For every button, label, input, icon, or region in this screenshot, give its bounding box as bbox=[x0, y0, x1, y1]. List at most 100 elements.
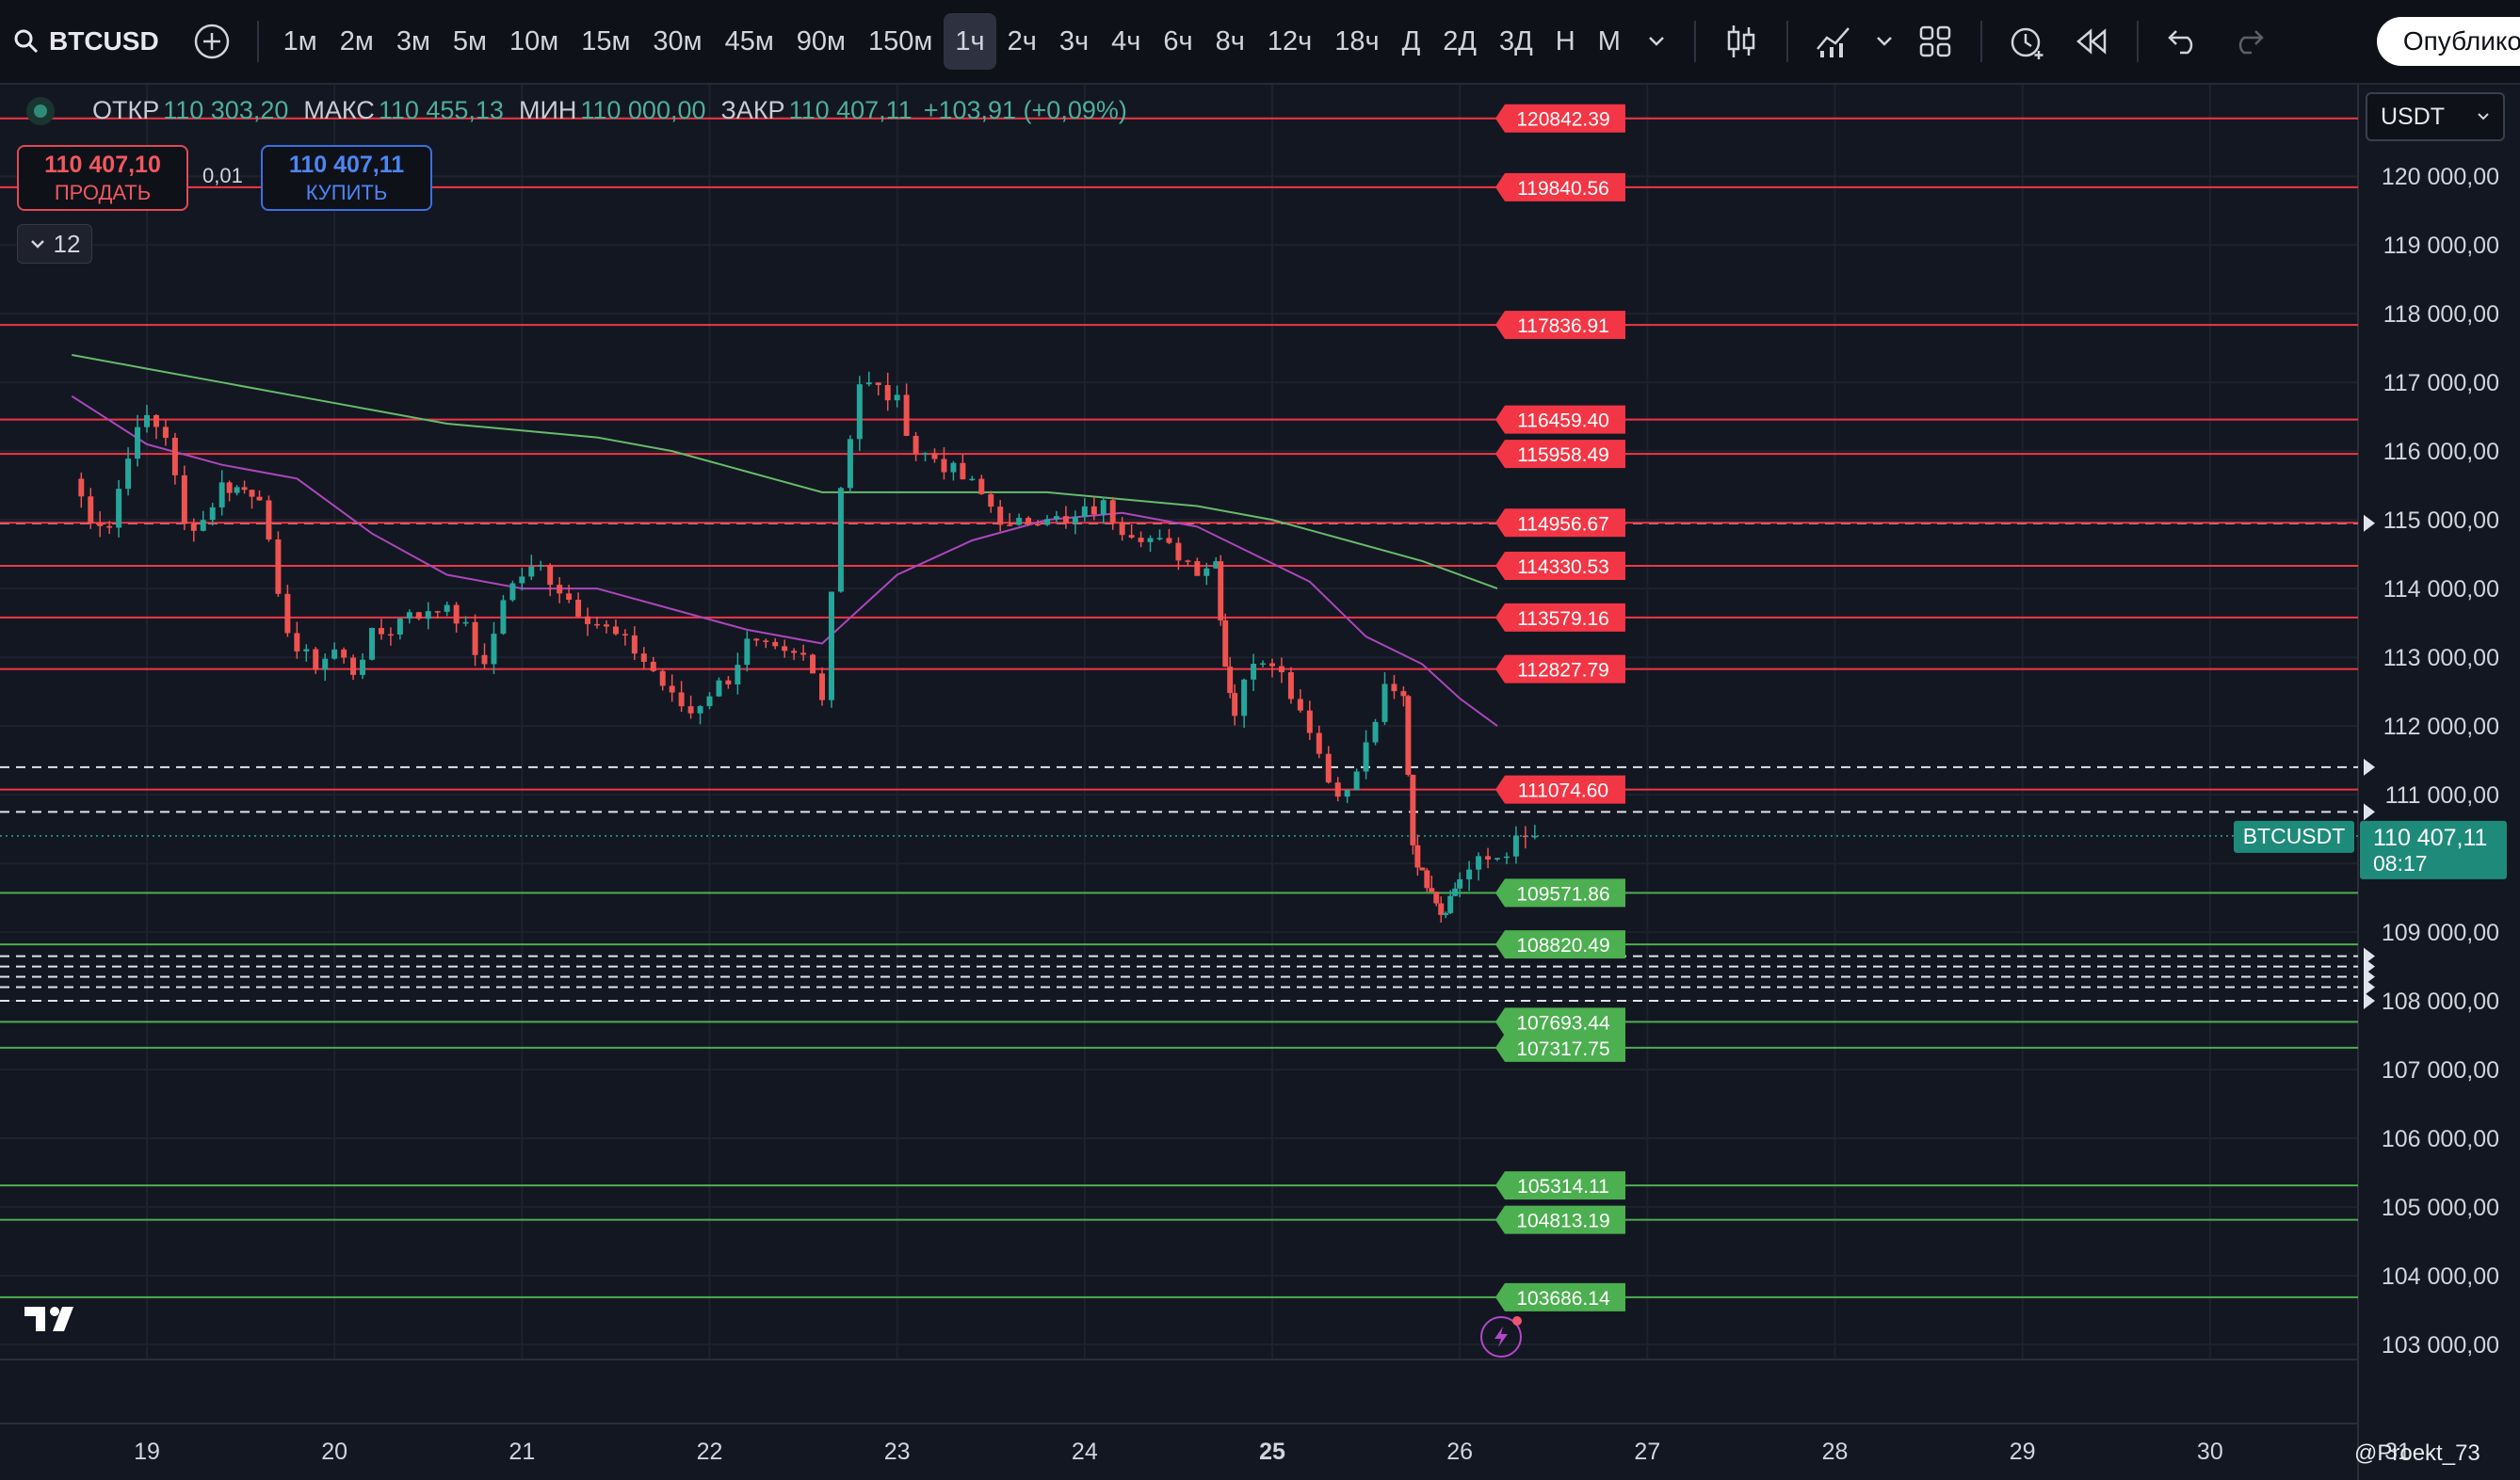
compare-symbol-button[interactable] bbox=[193, 21, 231, 62]
interval-button[interactable]: 18ч bbox=[1334, 26, 1380, 56]
interval-button[interactable]: М bbox=[1597, 26, 1621, 56]
candle-body bbox=[1316, 732, 1322, 754]
symbol-search[interactable]: BTCUSD bbox=[13, 26, 159, 56]
buy-label: КУПИТЬ bbox=[305, 180, 388, 204]
interval-dropdown-button[interactable] bbox=[1638, 21, 1675, 62]
resistance-level-tag[interactable] bbox=[1495, 172, 1625, 201]
candle-body bbox=[1287, 672, 1294, 700]
resistance-level-tag[interactable] bbox=[1495, 654, 1625, 684]
chart-pane[interactable]: 103 000,00 104 000,00 105 000,00 106 000,00… bbox=[0, 85, 2520, 1480]
candle-body bbox=[1405, 696, 1412, 775]
candle-body bbox=[810, 654, 816, 674]
candle-body bbox=[434, 611, 441, 613]
support-level-tag[interactable] bbox=[1495, 1205, 1625, 1234]
candle-body bbox=[1269, 663, 1275, 667]
support-level-tag[interactable] bbox=[1495, 1033, 1625, 1062]
indicators-button[interactable] bbox=[1815, 21, 1852, 62]
sell-label: ПРОДАТЬ bbox=[54, 180, 152, 204]
interval-button[interactable]: 3м bbox=[396, 26, 430, 56]
toolbar-divider bbox=[1979, 21, 1982, 62]
grid-icon bbox=[1919, 25, 1951, 57]
support-level-tag[interactable] bbox=[1495, 1171, 1625, 1200]
high-value: 110 455,13 bbox=[378, 96, 504, 124]
chart-type-button[interactable] bbox=[1722, 21, 1760, 62]
tradingview-logo[interactable] bbox=[24, 1303, 83, 1335]
price-tick-label: 116 000,00 bbox=[2383, 439, 2499, 465]
candle-body bbox=[1175, 542, 1182, 561]
candle-body bbox=[622, 634, 628, 635]
support-level-label: 108820.49 bbox=[1516, 935, 1609, 957]
resistance-level-tag[interactable] bbox=[1495, 775, 1625, 804]
resistance-level-tag[interactable] bbox=[1495, 440, 1625, 469]
lightning-icon[interactable] bbox=[1480, 1316, 1522, 1358]
interval-button[interactable]: 30м bbox=[653, 26, 703, 56]
interval-button[interactable]: 150м bbox=[868, 26, 933, 56]
price-tick-label: 109 000,00 bbox=[2382, 920, 2499, 946]
candle-body bbox=[190, 523, 197, 531]
undo-button[interactable] bbox=[2165, 21, 2203, 62]
resistance-level-tag[interactable] bbox=[1495, 311, 1625, 340]
interval-button[interactable]: 2ч bbox=[1007, 26, 1037, 56]
interval-button[interactable]: 2Д bbox=[1443, 26, 1477, 56]
interval-button[interactable]: Д bbox=[1401, 26, 1421, 56]
price-chart[interactable]: 103 000,00 104 000,00 105 000,00 106 000,00… bbox=[0, 85, 2520, 1480]
support-level-tag[interactable] bbox=[1495, 930, 1625, 959]
candle-body bbox=[1090, 506, 1097, 515]
alert-button[interactable] bbox=[2009, 21, 2046, 62]
candle-body bbox=[1035, 523, 1042, 526]
resistance-level-tag[interactable] bbox=[1495, 104, 1625, 133]
interval-button[interactable]: 90м bbox=[796, 26, 846, 56]
candle-body bbox=[1410, 774, 1416, 845]
interval-button[interactable]: 10м bbox=[509, 26, 559, 56]
resistance-level-label: 117836.91 bbox=[1517, 315, 1609, 337]
support-level-tag[interactable] bbox=[1495, 1007, 1625, 1037]
interval-button[interactable]: 15м bbox=[581, 26, 631, 56]
redo-button[interactable] bbox=[2229, 21, 2267, 62]
resistance-level-tag[interactable] bbox=[1495, 508, 1625, 538]
replay-button[interactable] bbox=[2073, 21, 2110, 62]
candle-body bbox=[453, 604, 460, 624]
layouts-button[interactable] bbox=[1916, 21, 1954, 62]
candle-body bbox=[547, 565, 554, 586]
price-tick-label: 114 000,00 bbox=[2383, 576, 2499, 603]
publish-button[interactable]: Опублико bbox=[2376, 17, 2520, 66]
candle-body bbox=[406, 612, 412, 619]
indicators-dropdown-button[interactable] bbox=[1866, 21, 1903, 62]
support-level-tag[interactable] bbox=[1495, 878, 1625, 908]
candle-body bbox=[341, 649, 347, 658]
currency-select[interactable]: USDT bbox=[2366, 92, 2505, 141]
interval-button[interactable]: 1ч bbox=[944, 13, 996, 70]
price-axis-panel[interactable] bbox=[2358, 85, 2520, 1480]
interval-button[interactable]: 12ч bbox=[1267, 26, 1313, 56]
resistance-level-label: 120842.39 bbox=[1516, 109, 1609, 131]
buy-button[interactable]: 110 407,11 КУПИТЬ bbox=[261, 145, 432, 211]
support-level-tag[interactable] bbox=[1495, 1282, 1625, 1311]
interval-button[interactable]: Н bbox=[1555, 26, 1575, 56]
sell-button[interactable]: 110 407,10 ПРОДАТЬ bbox=[17, 145, 188, 211]
interval-list: 1м 2м 3м 5м 10м 15м 30м 45м 90м 150м 1ч 2ч 3ч 4ч 6ч 8ч 1… bbox=[272, 13, 1632, 70]
candle-body bbox=[1147, 538, 1154, 542]
candle-body bbox=[988, 493, 994, 507]
candle-body bbox=[303, 649, 310, 652]
candle-body bbox=[847, 439, 853, 489]
candle-body bbox=[1218, 561, 1224, 620]
interval-button[interactable]: 5м bbox=[452, 26, 487, 56]
price-tick-label: 106 000,00 bbox=[2382, 1126, 2499, 1152]
resistance-level-tag[interactable] bbox=[1495, 603, 1625, 632]
resistance-level-label: 112827.79 bbox=[1517, 660, 1609, 682]
interval-button[interactable]: 3Д bbox=[1499, 26, 1533, 56]
resistance-level-tag[interactable] bbox=[1495, 405, 1625, 434]
interval-button[interactable]: 1м bbox=[283, 26, 317, 56]
interval-button[interactable]: 2м bbox=[339, 26, 374, 56]
interval-button[interactable]: 6ч bbox=[1163, 26, 1193, 56]
candle-body bbox=[828, 591, 834, 700]
interval-button[interactable]: 3ч bbox=[1058, 26, 1090, 56]
interval-button[interactable]: 45м bbox=[724, 26, 774, 56]
indicators-collapse-button[interactable]: 12 bbox=[17, 224, 92, 264]
candle-body bbox=[1109, 500, 1116, 523]
symbol-badge bbox=[2234, 820, 2354, 853]
resistance-level-tag[interactable] bbox=[1495, 552, 1625, 581]
interval-button[interactable]: 8ч bbox=[1215, 26, 1245, 56]
candle-body bbox=[603, 624, 609, 627]
interval-button[interactable]: 4ч bbox=[1111, 26, 1141, 56]
